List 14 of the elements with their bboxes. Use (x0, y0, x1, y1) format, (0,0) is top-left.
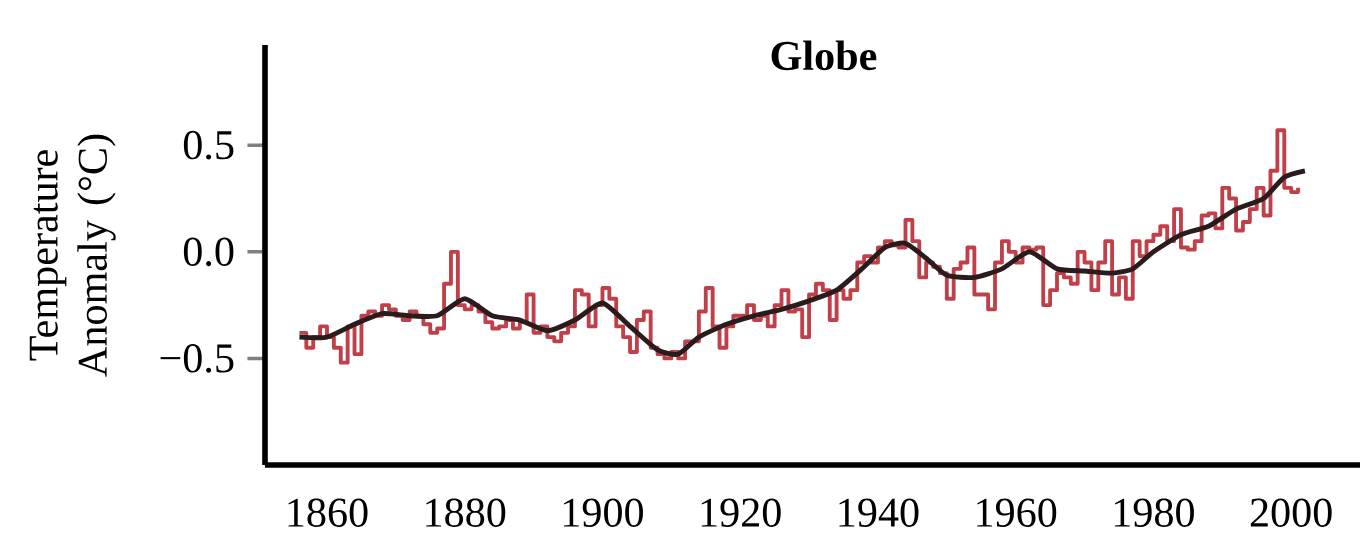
x-tick-label: 2000 (1250, 498, 1332, 527)
x-tick-label: 1900 (563, 498, 644, 527)
chart-title: Globe (771, 40, 877, 71)
y-axis-title: Temperature Anomaly (°C) (29, 134, 116, 377)
x-tick-label: 1980 (1114, 498, 1194, 527)
y-tick-label: 0.5 (183, 130, 234, 160)
x-tick-label: 1860 (288, 498, 368, 527)
y-tick-label: −0.5 (160, 344, 234, 373)
x-tick-label: 1940 (839, 498, 919, 527)
line-series (296, 168, 1308, 357)
x-tick-label: 1960 (977, 498, 1057, 527)
x-tick-label: 1920 (701, 498, 781, 527)
x-tick-label: 1880 (426, 498, 506, 527)
y-tick-label: 0.0 (183, 237, 234, 267)
